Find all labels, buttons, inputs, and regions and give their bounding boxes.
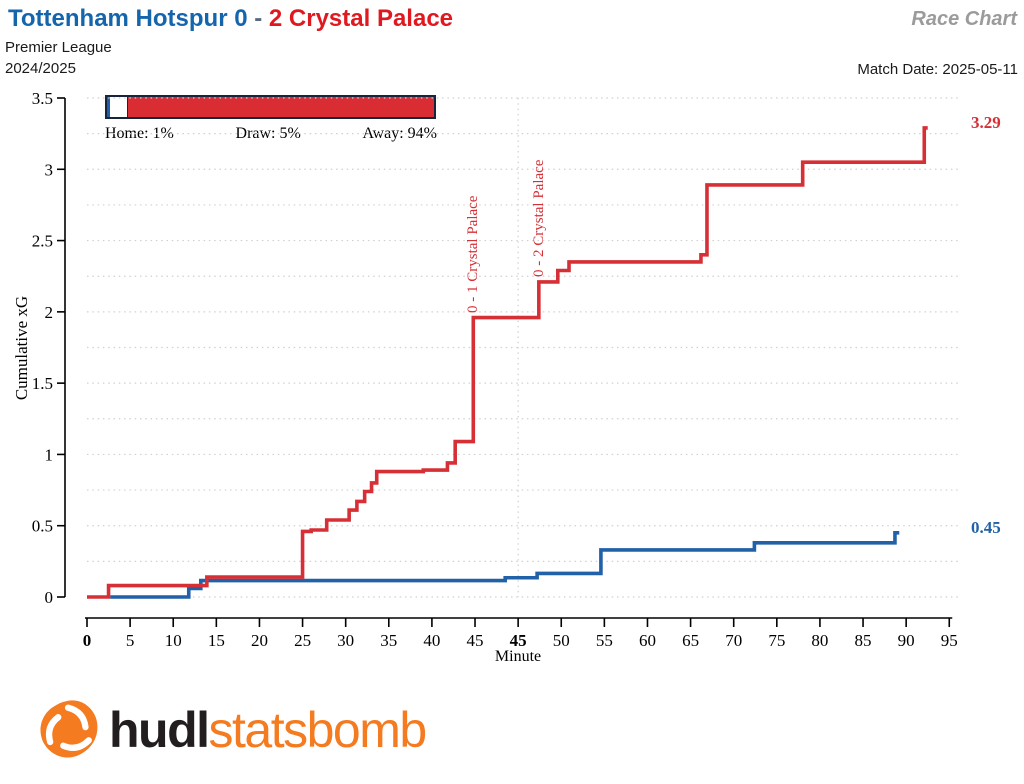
svg-text:3: 3 — [45, 160, 54, 179]
svg-text:85: 85 — [855, 631, 872, 650]
svg-text:20: 20 — [251, 631, 268, 650]
svg-text:45: 45 — [510, 631, 527, 650]
hudl-statsbomb-logo: hudlstatsbomb — [38, 694, 428, 766]
goal-annotation: 0 - 1 Crystal Palace — [465, 195, 482, 313]
svg-text:60: 60 — [639, 631, 656, 650]
match-title: Tottenham Hotspur 0 - 2 Crystal Palace — [8, 5, 453, 33]
svg-text:25: 25 — [294, 631, 311, 650]
svg-text:30: 30 — [337, 631, 354, 650]
svg-text:35: 35 — [380, 631, 397, 650]
season-label: 2024/2025 — [5, 60, 76, 77]
statsbomb-shutter-icon — [40, 700, 98, 758]
home-probability-label: Home: 1% — [105, 125, 174, 142]
svg-text:0.5: 0.5 — [32, 517, 53, 536]
svg-text:90: 90 — [898, 631, 915, 650]
home-probability-segment — [107, 97, 111, 117]
away-probability-segment — [126, 97, 434, 117]
home-team-score: Tottenham Hotspur 0 — [8, 5, 248, 32]
win-probability-bar — [105, 95, 436, 119]
x-axis-title: Minute — [494, 648, 542, 665]
hudl-wordmark: hudl — [109, 702, 210, 758]
svg-text:1.5: 1.5 — [32, 374, 53, 393]
svg-text:0: 0 — [45, 588, 54, 607]
chart-type-label: Race Chart — [911, 8, 1017, 30]
svg-text:1: 1 — [45, 445, 54, 464]
svg-text:0: 0 — [83, 631, 92, 650]
match-date-label: Match Date: 2025-05-11 — [857, 61, 1018, 78]
svg-text:65: 65 — [682, 631, 699, 650]
away-final-xg-label: 3.29 — [971, 112, 1001, 132]
svg-text:15: 15 — [208, 631, 225, 650]
svg-text:10: 10 — [165, 631, 182, 650]
svg-text:40: 40 — [423, 631, 440, 650]
svg-text:3.5: 3.5 — [32, 89, 53, 108]
svg-text:95: 95 — [941, 631, 958, 650]
svg-text:50: 50 — [553, 631, 570, 650]
svg-text:2.5: 2.5 — [32, 232, 53, 251]
score-separator: - — [247, 5, 269, 32]
svg-text:45: 45 — [467, 631, 484, 650]
competition-label: Premier League — [5, 39, 112, 56]
home-final-xg-label: 0.45 — [971, 517, 1001, 537]
svg-text:80: 80 — [811, 631, 828, 650]
svg-text:75: 75 — [768, 631, 785, 650]
svg-text:2: 2 — [45, 303, 54, 322]
svg-text:55: 55 — [596, 631, 613, 650]
y-axis-title: Cumulative xG — [12, 295, 31, 401]
statsbomb-wordmark: statsbomb — [208, 702, 428, 758]
logo-wordmark: hudlstatsbomb — [109, 699, 428, 761]
draw-probability-segment — [110, 97, 127, 117]
goal-annotation: 0 - 2 Crystal Palace — [530, 159, 547, 277]
svg-text:5: 5 — [126, 631, 135, 650]
away-team-score: 2 Crystal Palace — [268, 5, 454, 32]
svg-text:70: 70 — [725, 631, 742, 650]
